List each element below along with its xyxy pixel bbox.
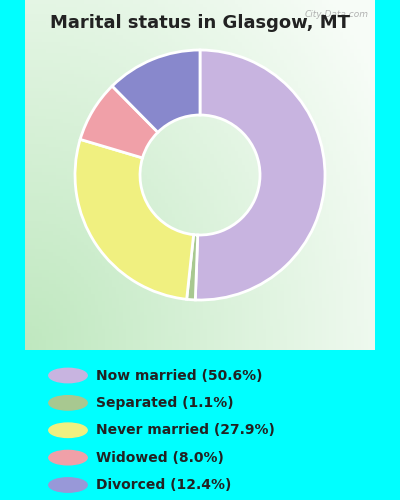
Circle shape [49,450,87,465]
Circle shape [49,368,87,382]
Wedge shape [195,50,325,300]
Text: Widowed (8.0%): Widowed (8.0%) [96,450,224,464]
Text: Divorced (12.4%): Divorced (12.4%) [96,478,231,492]
Wedge shape [75,140,194,300]
Wedge shape [187,234,198,300]
Circle shape [49,396,87,410]
Text: City-Data.com: City-Data.com [305,10,369,19]
Wedge shape [80,86,158,158]
Text: Marital status in Glasgow, MT: Marital status in Glasgow, MT [50,14,350,32]
Text: Separated (1.1%): Separated (1.1%) [96,396,234,410]
Text: Now married (50.6%): Now married (50.6%) [96,368,262,382]
Wedge shape [112,50,200,132]
Circle shape [49,423,87,438]
Text: Never married (27.9%): Never married (27.9%) [96,423,275,437]
Circle shape [49,478,87,492]
